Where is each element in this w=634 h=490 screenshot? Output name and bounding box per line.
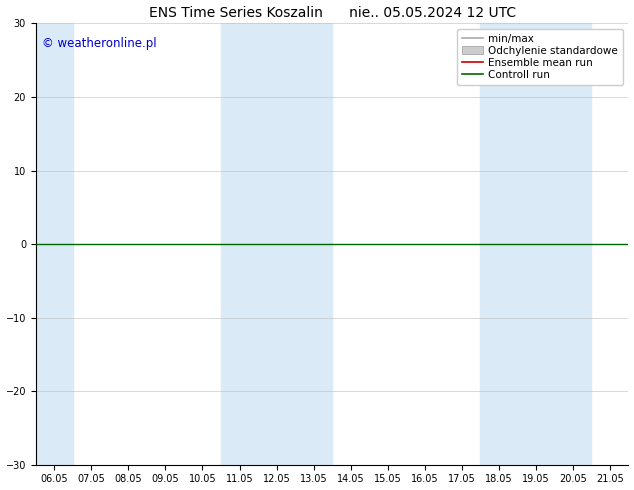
Bar: [36, 24, 73, 465]
Text: © weatheronline.pl: © weatheronline.pl: [42, 37, 157, 50]
Title: ENS Time Series Koszalin      nie.. 05.05.2024 12 UTC: ENS Time Series Koszalin nie.. 05.05.202…: [148, 5, 515, 20]
Legend: min/max, Odchylenie standardowe, Ensemble mean run, Controll run: min/max, Odchylenie standardowe, Ensembl…: [457, 29, 623, 85]
Bar: [221, 24, 332, 465]
Bar: [481, 24, 592, 465]
